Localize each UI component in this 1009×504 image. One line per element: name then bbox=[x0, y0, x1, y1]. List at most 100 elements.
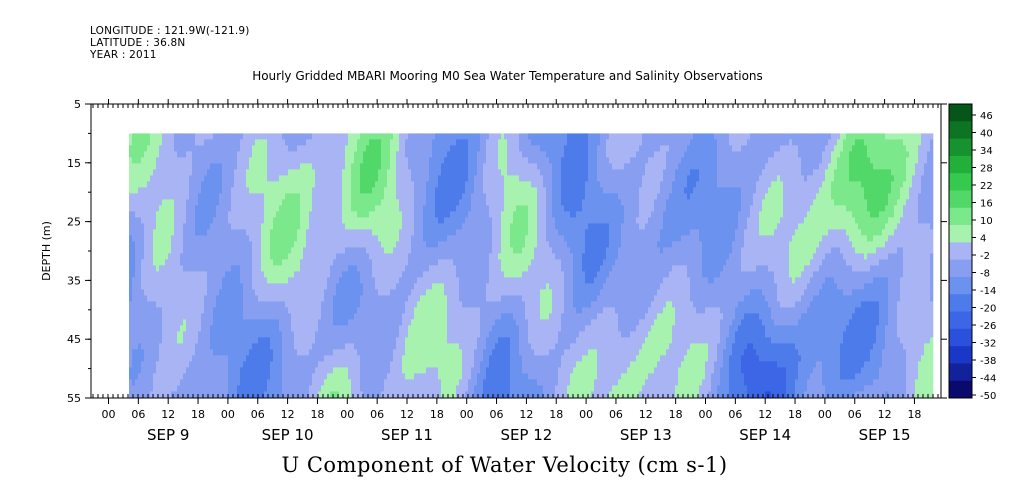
heatmap-cell bbox=[222, 169, 226, 176]
heatmap-cell bbox=[306, 133, 310, 140]
heatmap-cell bbox=[339, 253, 343, 260]
heatmap-cell bbox=[450, 277, 454, 284]
heatmap-cell bbox=[255, 337, 259, 344]
heatmap-cell bbox=[396, 349, 400, 356]
heatmap-cell bbox=[291, 325, 295, 332]
heatmap-cell bbox=[309, 175, 313, 182]
heatmap-cell bbox=[441, 373, 445, 380]
heatmap-cell bbox=[330, 349, 334, 356]
heatmap-cell bbox=[237, 229, 241, 236]
heatmap-cell bbox=[180, 145, 184, 152]
heatmap-cell bbox=[414, 253, 418, 260]
heatmap-cell bbox=[399, 367, 403, 374]
heatmap-cell bbox=[306, 325, 310, 332]
heatmap-cell bbox=[132, 163, 136, 170]
heatmap-cell bbox=[381, 145, 385, 152]
heatmap-cell bbox=[186, 271, 190, 278]
heatmap-cell bbox=[294, 217, 298, 224]
heatmap-cell bbox=[180, 301, 184, 308]
heatmap-cell bbox=[132, 301, 136, 308]
heatmap-cell bbox=[273, 241, 277, 248]
heatmap-cell bbox=[405, 313, 409, 320]
heatmap-cell bbox=[132, 379, 136, 386]
heatmap-cell bbox=[333, 373, 337, 380]
heatmap-cell bbox=[135, 277, 139, 284]
heatmap-cell bbox=[384, 169, 388, 176]
heatmap-cell bbox=[189, 217, 193, 224]
heatmap-cell bbox=[147, 319, 151, 326]
heatmap-cell bbox=[261, 205, 265, 212]
heatmap-cell bbox=[333, 313, 337, 320]
heatmap-cell bbox=[252, 367, 256, 374]
heatmap-cell bbox=[381, 157, 385, 164]
heatmap-cell bbox=[168, 337, 172, 344]
heatmap-cell bbox=[318, 169, 322, 176]
heatmap-cell bbox=[153, 289, 157, 296]
heatmap-cell bbox=[342, 175, 346, 182]
heatmap-cell bbox=[423, 295, 427, 302]
heatmap-cell bbox=[429, 247, 433, 254]
heatmap-cell bbox=[138, 139, 142, 146]
heatmap-cell bbox=[393, 241, 397, 248]
heatmap-cell bbox=[168, 289, 172, 296]
heatmap-cell bbox=[156, 163, 160, 170]
heatmap-cell bbox=[162, 265, 166, 272]
heatmap-cell bbox=[261, 253, 265, 260]
heatmap-cell bbox=[369, 385, 373, 392]
heatmap-cell bbox=[303, 385, 307, 392]
heatmap-cell bbox=[255, 307, 259, 314]
heatmap-cell bbox=[375, 193, 379, 200]
heatmap-cell bbox=[372, 205, 376, 212]
heatmap-cell bbox=[438, 283, 442, 290]
heatmap-cell bbox=[426, 319, 430, 326]
heatmap-cell bbox=[438, 295, 442, 302]
heatmap-cell bbox=[294, 133, 298, 140]
heatmap-cell bbox=[363, 331, 367, 338]
heatmap-cell bbox=[261, 163, 265, 170]
heatmap-cell bbox=[450, 349, 454, 356]
heatmap-cell bbox=[288, 265, 292, 272]
heatmap-cell bbox=[318, 163, 322, 170]
heatmap-cell bbox=[267, 151, 271, 158]
heatmap-cell bbox=[207, 169, 211, 176]
heatmap-cell bbox=[315, 259, 319, 266]
heatmap-cell bbox=[132, 133, 136, 140]
heatmap-cell bbox=[222, 325, 226, 332]
heatmap-cells bbox=[129, 133, 934, 399]
heatmap-cell bbox=[378, 223, 382, 230]
heatmap-cell bbox=[147, 205, 151, 212]
heatmap-cell bbox=[408, 199, 412, 206]
heatmap-cell bbox=[348, 139, 352, 146]
heatmap-cell bbox=[348, 223, 352, 230]
heatmap-cell bbox=[423, 355, 427, 362]
heatmap-cell bbox=[402, 277, 406, 284]
heatmap-cell bbox=[264, 169, 268, 176]
heatmap-cell bbox=[381, 271, 385, 278]
heatmap-cell bbox=[369, 265, 373, 272]
heatmap-cell bbox=[336, 139, 340, 146]
heatmap-cell bbox=[411, 151, 415, 158]
heatmap-cell bbox=[285, 289, 289, 296]
heatmap-cell bbox=[195, 211, 199, 218]
heatmap-cell bbox=[162, 253, 166, 260]
heatmap-cell bbox=[282, 235, 286, 242]
heatmap-cell bbox=[303, 217, 307, 224]
heatmap-cell bbox=[456, 265, 460, 272]
heatmap-cell bbox=[153, 283, 157, 290]
heatmap-cell bbox=[231, 319, 235, 326]
heatmap-cell bbox=[267, 271, 271, 278]
heatmap-cell bbox=[273, 187, 277, 194]
heatmap-cell bbox=[444, 133, 448, 140]
heatmap-cell bbox=[327, 247, 331, 254]
heatmap-cell bbox=[255, 217, 259, 224]
heatmap-cell bbox=[315, 379, 319, 386]
heatmap-cell bbox=[306, 361, 310, 368]
heatmap-cell bbox=[378, 169, 382, 176]
heatmap-cell bbox=[129, 307, 133, 314]
heatmap-cell bbox=[183, 163, 187, 170]
heatmap-cell bbox=[363, 265, 367, 272]
heatmap-cell bbox=[417, 145, 421, 152]
heatmap-cell bbox=[231, 157, 235, 164]
heatmap-cell bbox=[279, 277, 283, 284]
heatmap-cell bbox=[186, 151, 190, 158]
